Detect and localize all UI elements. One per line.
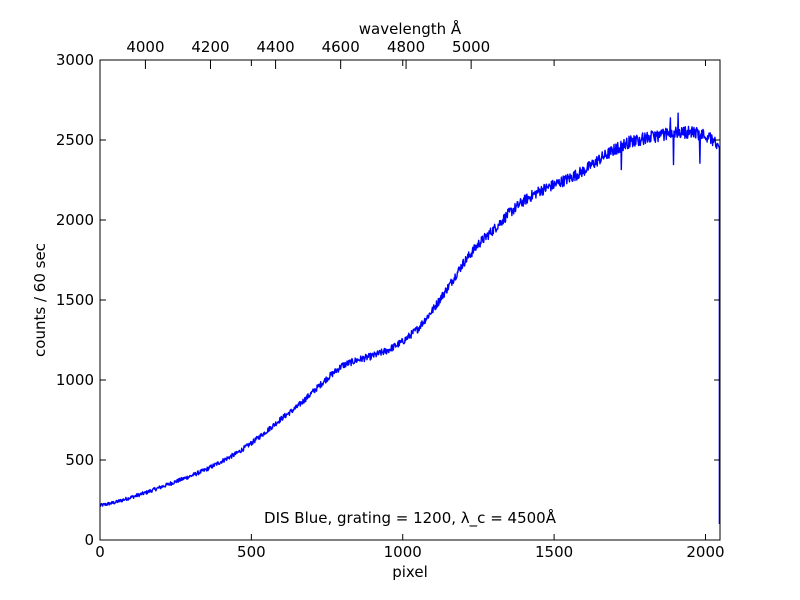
chart-annotation: DIS Blue, grating = 1200, λ_c = 4500Å (264, 508, 557, 528)
plot-area (100, 60, 720, 540)
x-tick-label: 2000 (686, 543, 724, 561)
top-tick-label: 4800 (387, 38, 425, 56)
y-tick-label: 2500 (56, 131, 94, 149)
top-tick-label: 4600 (322, 38, 360, 56)
y-tick-label: 0 (84, 531, 94, 549)
y-axis-label: counts / 60 sec (31, 243, 49, 357)
x-tick-label: 1000 (384, 543, 422, 561)
top-axis-label: wavelength Å (359, 19, 462, 38)
plot-frame (99, 59, 721, 541)
y-tick-label: 1500 (56, 291, 94, 309)
x-tick-label: 0 (95, 543, 105, 561)
top-tick-label: 4000 (126, 38, 164, 56)
x-axis-label: pixel (392, 563, 428, 581)
top-tick-label: 4400 (256, 38, 294, 56)
y-tick-label: 2000 (56, 211, 94, 229)
spectrum-line (100, 112, 720, 524)
y-tick-label: 1000 (56, 371, 94, 389)
x-tick-label: 1500 (535, 543, 573, 561)
y-tick-label: 3000 (56, 51, 94, 69)
top-tick-label: 5000 (452, 38, 490, 56)
y-tick-label: 500 (65, 451, 94, 469)
x-tick-label: 500 (237, 543, 266, 561)
top-tick-label: 4200 (191, 38, 229, 56)
